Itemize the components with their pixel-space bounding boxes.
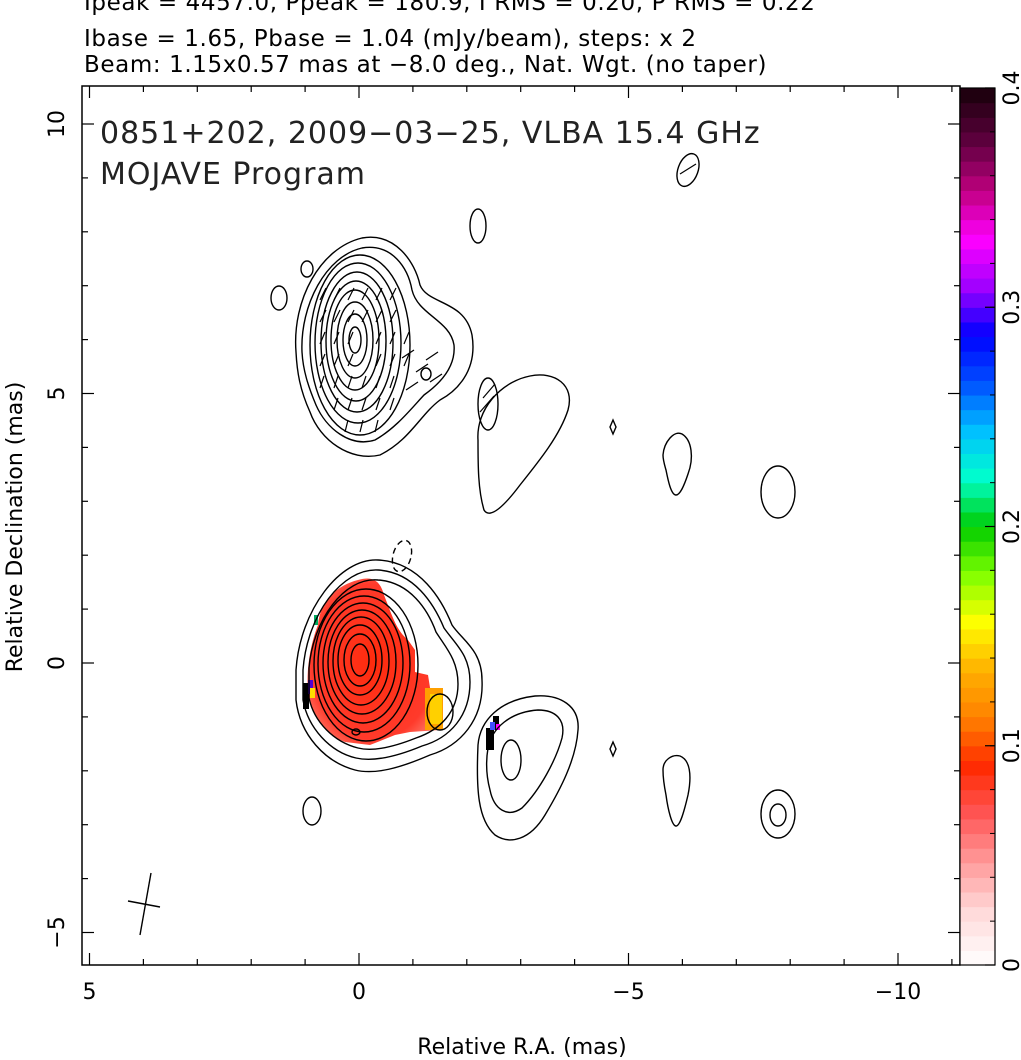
colorbar-segment — [960, 482, 995, 498]
colorbar-segment — [960, 570, 995, 586]
colorbar-tick-label: 0.1 — [1000, 728, 1021, 763]
colorbar-segment — [960, 351, 995, 367]
colorbar-tick-label: 0.3 — [1000, 290, 1021, 325]
colorbar-segment — [960, 307, 995, 323]
beam-marker — [127, 872, 161, 936]
colorbar-segment — [960, 146, 995, 162]
colorbar-segment — [960, 190, 995, 206]
colorbar-segment — [960, 906, 995, 922]
colorbar-segment — [960, 658, 995, 674]
colorbar: 0 0.1 0.2 0.3 0.4 — [959, 71, 1021, 972]
plot-frame: 5 0 −5 −10 −5 0 5 10 — [45, 85, 961, 1005]
colorbar-segment — [960, 88, 995, 104]
colorbar-segment — [960, 394, 995, 411]
colorbar-tick-label: 0 — [1000, 958, 1021, 972]
colorbar-segment — [960, 234, 995, 250]
program-annotation: MOJAVE Program — [100, 157, 366, 192]
colorbar-segment — [960, 760, 995, 776]
colorbar-segment — [960, 497, 995, 513]
colorbar-segment — [960, 643, 995, 659]
header-line-1: Ipeak = 4457.0, Ppeak = 180.9, I RMS = 0… — [84, 0, 816, 16]
colorbar-segment — [960, 789, 995, 805]
y-axis-label: Relative Declination (mas) — [3, 382, 28, 673]
x-tick-label: 0 — [352, 980, 366, 1005]
colorbar-segment — [960, 541, 995, 557]
colorbar-segment — [960, 161, 995, 177]
colorbar-segment — [960, 438, 995, 455]
colorbar-segment — [960, 687, 995, 703]
source-annotation: 0851+202, 2009−03−25, VLBA 15.4 GHz — [100, 116, 761, 151]
colorbar-segment — [960, 292, 995, 308]
colorbar-segment — [960, 336, 995, 352]
colorbar-segment — [960, 263, 995, 279]
colorbar-segment — [960, 877, 995, 893]
colorbar-segment — [960, 599, 995, 615]
y-tick-label: 5 — [45, 387, 70, 401]
colorbar-segment — [960, 950, 995, 966]
colorbar-segment — [960, 833, 995, 849]
header-line-3: Beam: 1.15x0.57 mas at −8.0 deg., Nat. W… — [84, 52, 768, 78]
colorbar-segment — [960, 380, 995, 396]
colorbar-segment — [960, 468, 995, 484]
colorbar-segment — [960, 117, 995, 133]
colorbar-segment — [960, 848, 995, 864]
colorbar-segment — [960, 716, 995, 732]
colorbar-segment — [960, 891, 995, 908]
colorbar-segment — [960, 774, 995, 791]
colorbar-segment — [960, 248, 995, 264]
colorbar-segment — [960, 204, 995, 221]
colorbar-segment — [960, 526, 995, 542]
header-line-2: Ibase = 1.65, Pbase = 1.04 (mJy/beam), s… — [84, 26, 697, 52]
colorbar-segment — [960, 321, 995, 338]
colorbar-segment — [960, 862, 995, 878]
colorbar-segment — [960, 511, 995, 528]
x-tick-label: 5 — [83, 980, 97, 1005]
colorbar-segment — [960, 278, 995, 294]
y-tick-label: 0 — [45, 656, 70, 670]
colorbar-segment — [960, 818, 995, 835]
colorbar-segment — [960, 804, 995, 820]
colorbar-segment — [960, 935, 995, 951]
colorbar-segment — [960, 219, 995, 235]
colorbar-segment — [960, 614, 995, 630]
colorbar-segment — [960, 701, 995, 718]
colorbar-segment — [960, 453, 995, 469]
colorbar-segment — [960, 745, 995, 761]
contours — [270, 152, 796, 841]
colorbar-segment — [960, 555, 995, 571]
colorbar-segment — [960, 175, 995, 191]
plot-border — [81, 85, 961, 966]
colorbar-segment — [960, 921, 995, 937]
colorbar-tick-label: 0.4 — [1000, 71, 1021, 106]
colorbar-segment — [960, 628, 995, 645]
y-tick-label: 10 — [45, 110, 70, 138]
colorbar-segment — [960, 409, 995, 425]
y-tick-label: −5 — [45, 916, 70, 948]
colorbar-segment — [960, 102, 995, 118]
colorbar-tick-label: 0.2 — [1000, 509, 1021, 544]
x-tick-label: −10 — [875, 980, 921, 1005]
colorbar-segment — [960, 672, 995, 688]
colorbar-segment — [960, 731, 995, 747]
x-axis-label: Relative R.A. (mas) — [417, 1035, 626, 1060]
colorbar-segment — [960, 584, 995, 601]
colorbar-segment — [960, 365, 995, 381]
colorbar-segment — [960, 131, 995, 148]
x-tick-label: −5 — [612, 980, 644, 1005]
evpa-ticks — [319, 163, 697, 433]
colorbar-segment — [960, 424, 995, 440]
